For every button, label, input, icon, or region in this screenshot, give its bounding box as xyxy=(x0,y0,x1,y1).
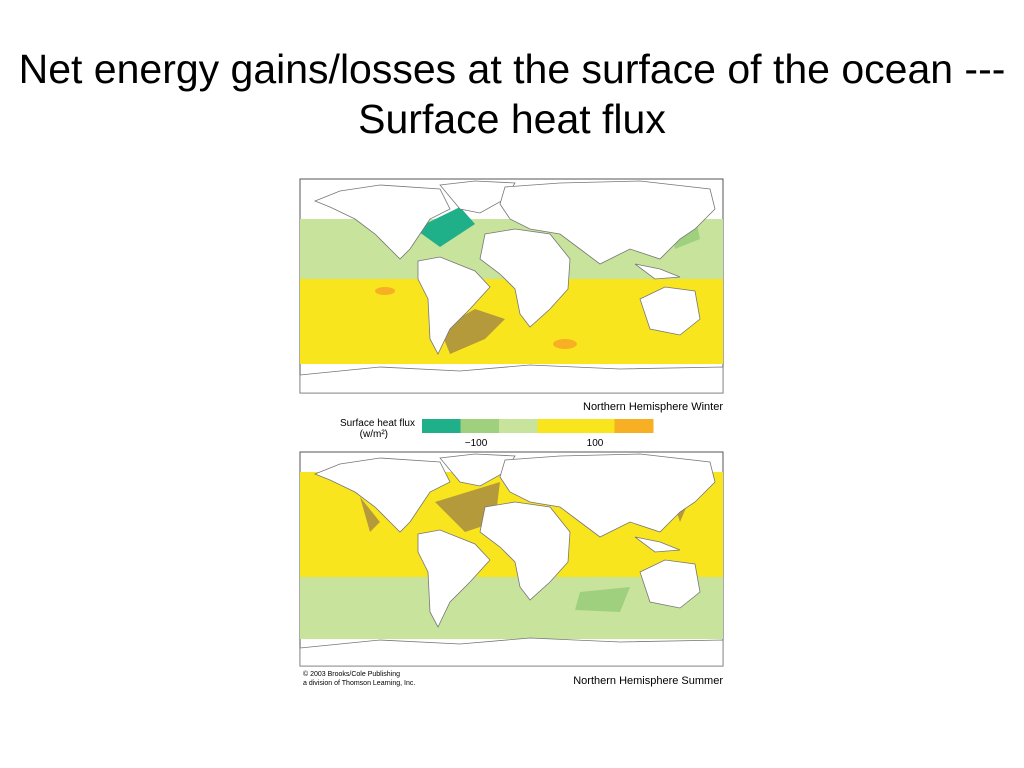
legend-swatches xyxy=(422,419,654,433)
map-caption: Northern Hemisphere Summer xyxy=(573,675,723,687)
legend-swatch xyxy=(576,419,615,433)
credit: © 2003 Brooks/Cole Publishing xyxy=(303,670,400,678)
slide-title: Net energy gains/losses at the surface o… xyxy=(18,46,1006,142)
legend-title: Surface heat flux xyxy=(340,418,415,429)
legend-unit: (w/m²) xyxy=(360,429,388,440)
legend-swatch xyxy=(614,419,654,433)
winter-map xyxy=(299,178,724,394)
summer-map xyxy=(299,451,724,667)
legend-swatch xyxy=(537,419,577,433)
credit: a division of Thomson Learning, Inc. xyxy=(303,680,415,687)
legend-tick: 100 xyxy=(587,438,604,449)
legend-swatch xyxy=(422,419,461,433)
legend-tick: −100 xyxy=(465,438,488,449)
legend-swatch xyxy=(460,419,500,433)
map-caption: Northern Hemisphere Winter xyxy=(583,401,723,413)
legend-swatch xyxy=(499,419,538,433)
